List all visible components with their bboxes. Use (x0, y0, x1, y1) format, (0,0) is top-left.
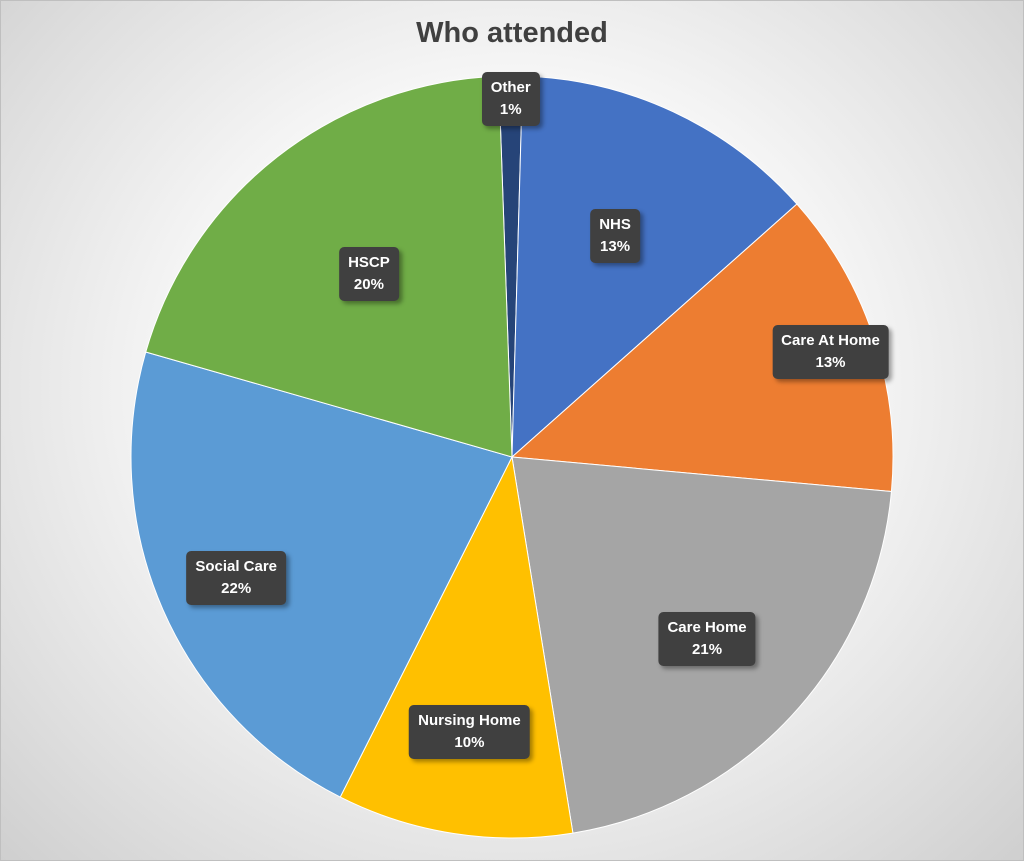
data-label-name: Other (490, 78, 531, 96)
data-label-hscp: HSCP 20% (339, 246, 399, 301)
data-label-value: 10% (454, 733, 485, 751)
pie-slice-nhs (511, 75, 798, 459)
data-label-name: Care At Home (781, 332, 880, 350)
data-label-value: 13% (600, 238, 631, 255)
data-label-care-home: Care Home 21% (658, 611, 756, 666)
data-label-name: NHS (599, 216, 631, 233)
data-label-name: Care Home (667, 618, 747, 636)
data-label-value: 22% (221, 579, 252, 597)
data-label-nhs: NHS 13% (590, 209, 640, 263)
data-label-care-at-home: Care At Home 13% (772, 325, 889, 380)
data-label-value: 21% (692, 640, 723, 658)
data-label-value: 13% (815, 354, 846, 372)
data-label-name: Social Care (195, 557, 278, 575)
pie-slice-social-care (130, 351, 513, 798)
data-label-value: 20% (353, 275, 384, 293)
data-label-value: 1% (499, 100, 522, 118)
data-label-name: Nursing Home (418, 711, 521, 729)
data-label-nursing-home: Nursing Home 10% (409, 704, 530, 759)
data-label-other: Other 1% (481, 71, 540, 126)
chart-title: Who attended (416, 17, 608, 49)
data-label-social-care: Social Care 22% (186, 550, 287, 605)
pie-slice-hscp (145, 75, 513, 458)
data-label-name: HSCP (348, 253, 390, 271)
